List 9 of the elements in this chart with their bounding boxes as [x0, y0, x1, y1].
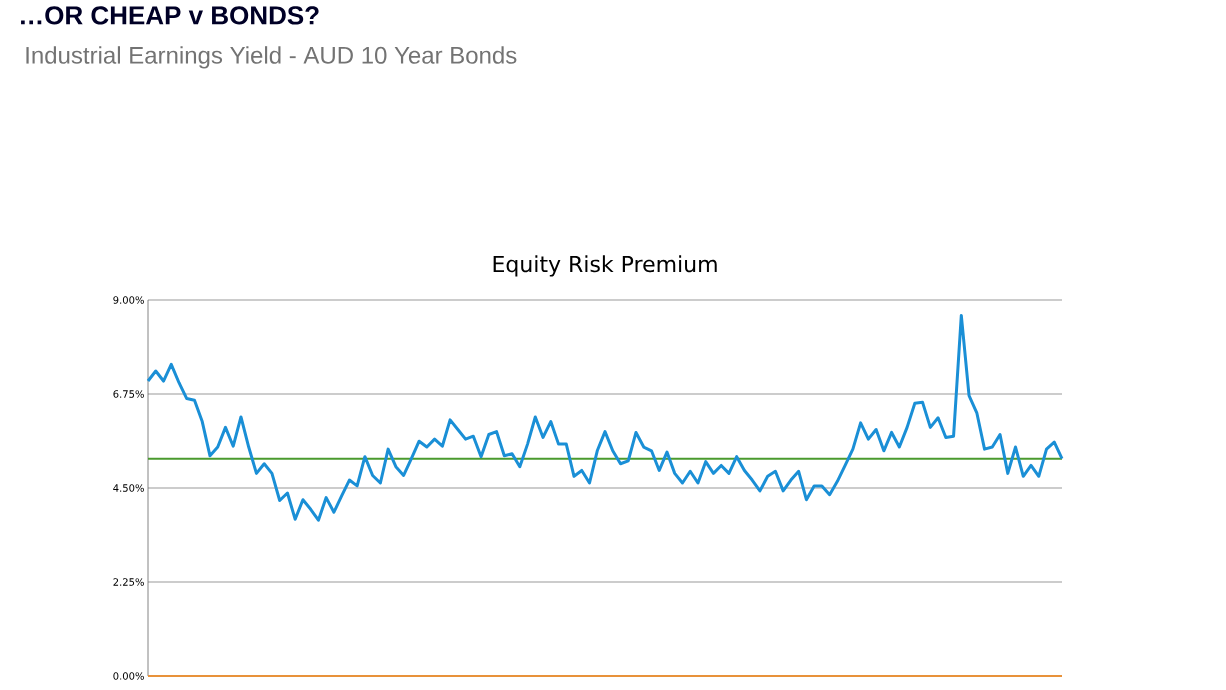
y-tick-label: 6.75% — [113, 390, 144, 398]
line-series — [146, 313, 1064, 522]
text: …OR CHEAP v BONDS? — [21, 6, 319, 25]
chart-title: Equity Risk Premium — [493, 255, 717, 277]
y-tick-label: 4.50% — [113, 484, 144, 492]
y-tick-label: 0.00% — [113, 672, 144, 680]
y-tick-label: 9.00% — [113, 296, 144, 304]
text: Industrial Earnings Yield - AUD 10 Year Bonds — [26, 46, 517, 69]
y-tick-label: 2.25% — [113, 578, 144, 586]
